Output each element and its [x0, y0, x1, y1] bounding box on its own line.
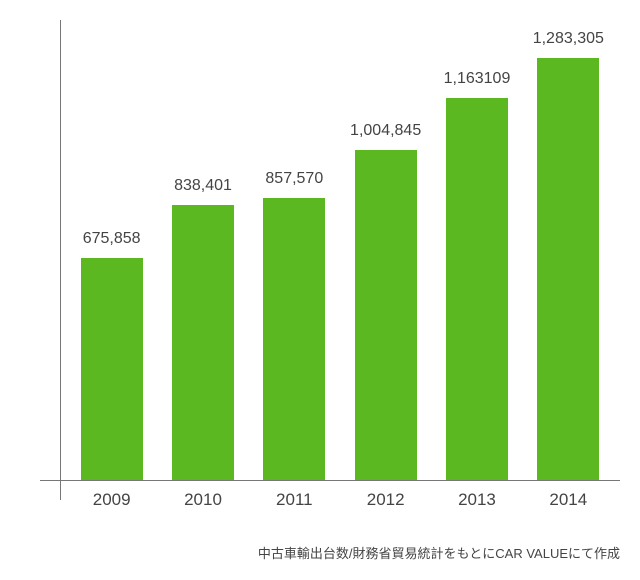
- bar-value-label: 1,283,305: [533, 30, 604, 48]
- bar: [537, 58, 599, 480]
- bar-value-label: 857,570: [265, 170, 323, 188]
- bar-slot: 1,163109: [431, 70, 522, 480]
- x-axis: [40, 480, 620, 481]
- bar: [81, 258, 143, 480]
- bar-slot: 675,858: [66, 230, 157, 480]
- bar: [446, 98, 508, 480]
- bar-chart: 675,858 838,401 857,570 1,004,845 1,163109 1,…: [40, 20, 620, 520]
- x-axis-label: 2013: [431, 490, 522, 510]
- bar-value-label: 1,163109: [444, 70, 511, 88]
- bar-value-label: 838,401: [174, 177, 232, 195]
- bar: [172, 205, 234, 480]
- x-axis-label: 2010: [157, 490, 248, 510]
- bar-value-label: 675,858: [83, 230, 141, 248]
- x-axis-labels: 200920102011201220132014: [60, 490, 620, 510]
- bar-slot: 1,283,305: [523, 30, 614, 480]
- x-axis-label: 2014: [523, 490, 614, 510]
- x-axis-label: 2009: [66, 490, 157, 510]
- bar-slot: 838,401: [157, 177, 248, 480]
- bar: [263, 198, 325, 480]
- x-axis-label: 2012: [340, 490, 431, 510]
- x-axis-label: 2011: [249, 490, 340, 510]
- chart-caption: 中古車輸出台数/財務省貿易統計をもとにCAR VALUEにて作成: [258, 543, 620, 562]
- bar-slot: 857,570: [249, 170, 340, 480]
- bar-value-label: 1,004,845: [350, 122, 421, 140]
- bar-slot: 1,004,845: [340, 122, 431, 480]
- plot-area: 675,858 838,401 857,570 1,004,845 1,163109 1,…: [60, 20, 620, 480]
- bar: [355, 150, 417, 480]
